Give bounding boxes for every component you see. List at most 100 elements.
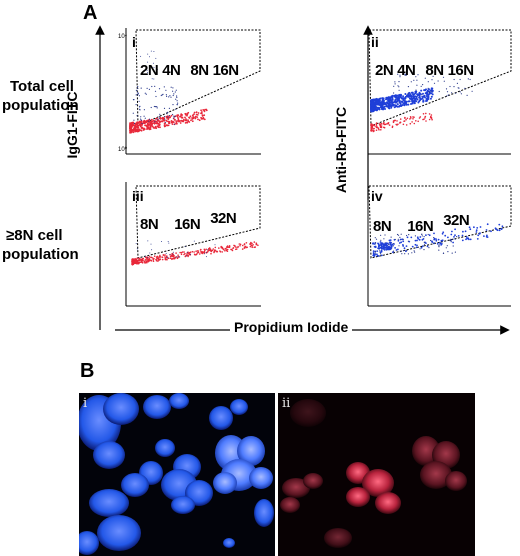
event-dot bbox=[467, 78, 469, 80]
event-dot bbox=[153, 255, 156, 257]
event-dot bbox=[427, 95, 430, 98]
event-dot bbox=[372, 128, 374, 130]
event-dot bbox=[249, 243, 252, 245]
event-dot bbox=[147, 257, 149, 259]
event-dot bbox=[396, 99, 399, 102]
event-dot bbox=[416, 98, 419, 101]
event-dot bbox=[383, 247, 386, 249]
event-dot bbox=[154, 118, 157, 120]
event-dot bbox=[379, 124, 381, 127]
event-dot bbox=[379, 250, 381, 252]
event-dot bbox=[175, 98, 177, 100]
event-dot bbox=[399, 74, 401, 76]
event-dot bbox=[164, 118, 166, 120]
event-dot bbox=[435, 239, 438, 242]
event-dot bbox=[405, 102, 408, 105]
event-dot bbox=[200, 248, 202, 251]
event-dot bbox=[422, 113, 425, 115]
event-dot bbox=[136, 248, 138, 250]
event-dot bbox=[459, 78, 461, 81]
plot-i-events bbox=[129, 50, 208, 134]
event-dot bbox=[184, 116, 186, 119]
event-dot bbox=[466, 94, 468, 96]
event-dot bbox=[372, 124, 374, 126]
event-dot bbox=[450, 233, 453, 236]
event-dot bbox=[388, 102, 391, 105]
event-dot bbox=[222, 248, 225, 251]
event-dot bbox=[156, 106, 158, 108]
event-dot bbox=[176, 104, 178, 106]
event-dot bbox=[380, 234, 382, 236]
event-dot bbox=[165, 253, 167, 254]
event-dot bbox=[166, 113, 168, 115]
event-dot bbox=[478, 233, 481, 235]
event-dot bbox=[428, 92, 431, 95]
event-dot bbox=[164, 125, 167, 127]
event-dot bbox=[169, 254, 171, 256]
event-dot bbox=[411, 252, 413, 254]
event-dot bbox=[400, 100, 403, 103]
event-dot bbox=[175, 122, 177, 125]
event-dot bbox=[166, 258, 168, 261]
event-dot bbox=[131, 263, 134, 266]
event-dot bbox=[138, 259, 141, 262]
event-dot bbox=[141, 124, 144, 126]
event-dot bbox=[387, 123, 389, 125]
event-dot bbox=[133, 122, 135, 125]
event-dot bbox=[201, 252, 203, 254]
event-dot bbox=[152, 260, 155, 262]
event-dot bbox=[183, 251, 185, 253]
event-dot bbox=[183, 118, 185, 121]
event-dot bbox=[426, 245, 429, 248]
event-dot bbox=[446, 245, 448, 247]
event-dot bbox=[371, 126, 374, 128]
event-dot bbox=[179, 115, 182, 118]
event-dot bbox=[136, 262, 138, 265]
event-dot bbox=[475, 229, 478, 232]
event-dot bbox=[161, 256, 164, 258]
ploidy-label: 2N bbox=[140, 62, 159, 79]
event-dot bbox=[400, 241, 403, 244]
event-dot bbox=[416, 84, 418, 86]
event-dot bbox=[397, 73, 399, 75]
event-dot bbox=[401, 104, 404, 106]
event-dot bbox=[431, 118, 433, 121]
event-dot bbox=[239, 243, 242, 246]
event-dot bbox=[428, 234, 431, 237]
event-dot bbox=[428, 91, 431, 94]
event-dot bbox=[440, 244, 442, 246]
event-dot bbox=[149, 252, 151, 254]
plot-i-svg: 10⁴ 10⁰ bbox=[118, 28, 261, 155]
event-dot bbox=[163, 107, 166, 109]
event-dot bbox=[453, 86, 455, 88]
event-dot bbox=[413, 250, 415, 252]
plot-ii-gate bbox=[368, 29, 512, 127]
event-dot bbox=[148, 88, 150, 90]
event-dot bbox=[464, 230, 467, 233]
event-dot bbox=[461, 234, 464, 237]
event-dot bbox=[410, 117, 412, 119]
event-dot bbox=[138, 261, 141, 264]
event-dot bbox=[399, 95, 402, 98]
event-dot bbox=[153, 257, 155, 260]
plot-ii-ploidy-labels: 2N 4N 8N 16N bbox=[375, 62, 474, 79]
event-dot bbox=[398, 86, 400, 88]
event-dot bbox=[255, 243, 258, 246]
event-dot bbox=[133, 119, 135, 121]
event-dot bbox=[184, 122, 187, 124]
event-dot bbox=[140, 129, 143, 132]
event-dot bbox=[198, 253, 201, 255]
event-dot bbox=[405, 124, 408, 126]
event-dot bbox=[146, 128, 148, 130]
event-dot bbox=[444, 234, 447, 237]
event-dot bbox=[421, 95, 424, 98]
event-dot bbox=[422, 84, 424, 86]
event-dot bbox=[442, 252, 445, 254]
event-dot bbox=[141, 126, 143, 129]
event-dot bbox=[406, 249, 408, 252]
event-dot bbox=[372, 103, 375, 106]
event-dot bbox=[387, 106, 390, 109]
event-dot bbox=[394, 238, 396, 241]
event-dot bbox=[171, 257, 173, 260]
event-dot bbox=[422, 245, 424, 247]
